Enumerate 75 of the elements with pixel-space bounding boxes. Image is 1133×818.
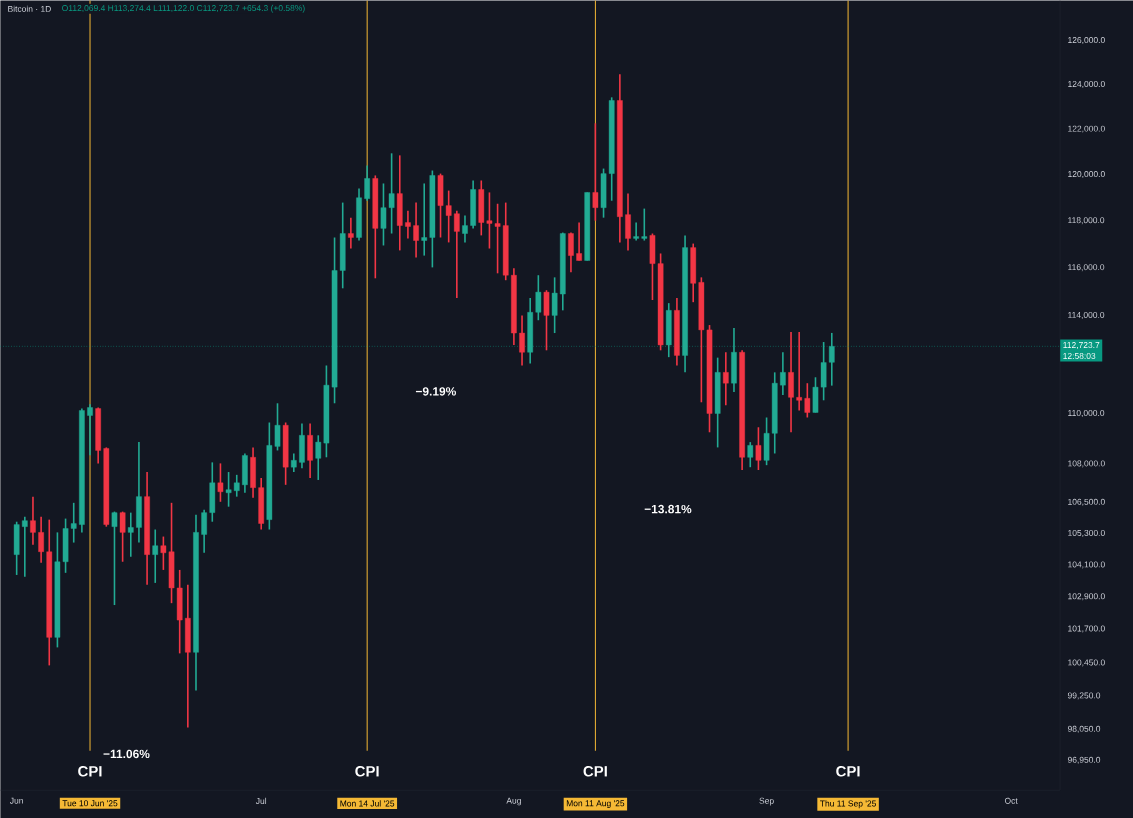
candlestick — [828, 332, 835, 387]
y-tick-label: 120,000.0 — [1068, 170, 1105, 178]
candlestick — [421, 182, 428, 257]
candlestick — [625, 192, 631, 252]
y-tick-label: 100,450.0 — [1068, 659, 1105, 667]
ref-line-label: 112,723.7 — [1063, 341, 1100, 349]
candlestick — [111, 510, 118, 606]
candlestick — [576, 221, 582, 262]
candlestick — [127, 511, 134, 558]
annotation: −11.06% — [103, 749, 150, 759]
candlestick — [519, 314, 525, 367]
annotation: −13.81% — [644, 504, 692, 514]
annotation: −9.19% — [415, 387, 456, 396]
x-tick-label: Mon 14 Jul '25 — [340, 800, 395, 807]
candlestick — [22, 515, 28, 578]
candlestick — [201, 508, 207, 554]
candlestick — [152, 528, 159, 584]
y-tick-label: 98,050.0 — [1067, 725, 1101, 733]
candlestick — [462, 214, 468, 244]
candlestick — [568, 231, 574, 274]
y-tick-label: 102,900.0 — [1068, 593, 1105, 601]
y-tick-label: 122,000.0 — [1068, 125, 1105, 133]
ref-line-label: CPI — [355, 765, 379, 777]
text: 12:58:03 — [1063, 352, 1096, 359]
candlestick — [445, 189, 452, 244]
candlestick — [364, 164, 370, 202]
y-tick-label: 96,950.0 — [1067, 756, 1101, 764]
candlestick — [38, 515, 44, 564]
candlestick — [780, 351, 786, 396]
candlestick — [87, 403, 93, 456]
candlestick — [796, 331, 802, 412]
candlestick — [454, 209, 460, 299]
candlestick — [217, 462, 224, 503]
x-tick-label: Tue 10 Jun '25 — [62, 800, 118, 807]
ref-line-label: CPI — [583, 765, 607, 777]
x-tick-label: Thu 11 Sep '25 — [820, 800, 876, 809]
candlestick — [723, 351, 729, 406]
y-tick-label: 126,000.0 — [1068, 36, 1105, 44]
candlestick — [755, 426, 762, 471]
y-tick-label: 110,000.0 — [1068, 409, 1105, 417]
candlestick — [592, 122, 599, 222]
x-tick-label: Sep — [759, 797, 774, 806]
candlestick — [348, 216, 354, 250]
candlestick — [633, 221, 639, 242]
y-tick-label: 108,000.0 — [1068, 460, 1105, 468]
chart-title: Bitcoin · 1D — [8, 5, 51, 12]
candlestick — [291, 452, 297, 473]
y-tick-label: 101,700.0 — [1068, 625, 1105, 633]
y-tick-label: 116,000.0 — [1068, 264, 1105, 272]
candlestick — [119, 510, 126, 563]
candlestick — [543, 289, 550, 351]
candlestick — [804, 382, 811, 419]
y-tick-label: 104,100.0 — [1068, 561, 1105, 569]
y-tick-label: 105,300.0 — [1068, 529, 1105, 537]
y-tick-label: 106,500.0 — [1068, 498, 1105, 506]
candlestick — [70, 501, 77, 544]
x-tick-label: Aug — [506, 797, 521, 806]
ref-line-label: CPI — [78, 765, 102, 777]
y-tick-label: 99,250.0 — [1067, 692, 1101, 700]
candlestick — [30, 495, 36, 546]
candlestick — [535, 274, 542, 321]
x-tick-label: Jun — [9, 797, 23, 804]
x-tick-label: Oct — [1004, 797, 1018, 804]
x-tick-label: Mon 11 Aug '25 — [566, 800, 625, 808]
y-tick-label: 118,000.0 — [1068, 217, 1105, 225]
x-tick-label: Jul — [255, 797, 267, 804]
candlestick — [405, 209, 411, 240]
candlestick — [413, 201, 419, 259]
candlestick — [747, 441, 754, 468]
y-tick-label: 124,000.0 — [1068, 80, 1105, 88]
candlestick — [641, 207, 648, 242]
y-tick-label: 114,000.0 — [1068, 311, 1105, 319]
chart-subtitle: O112,069.4 H113,274.4 L111,122.0 C112,723.7 +654.3 (+0.58%) — [62, 4, 305, 13]
ref-line-label: CPI — [836, 765, 860, 777]
candlestick — [551, 276, 558, 334]
